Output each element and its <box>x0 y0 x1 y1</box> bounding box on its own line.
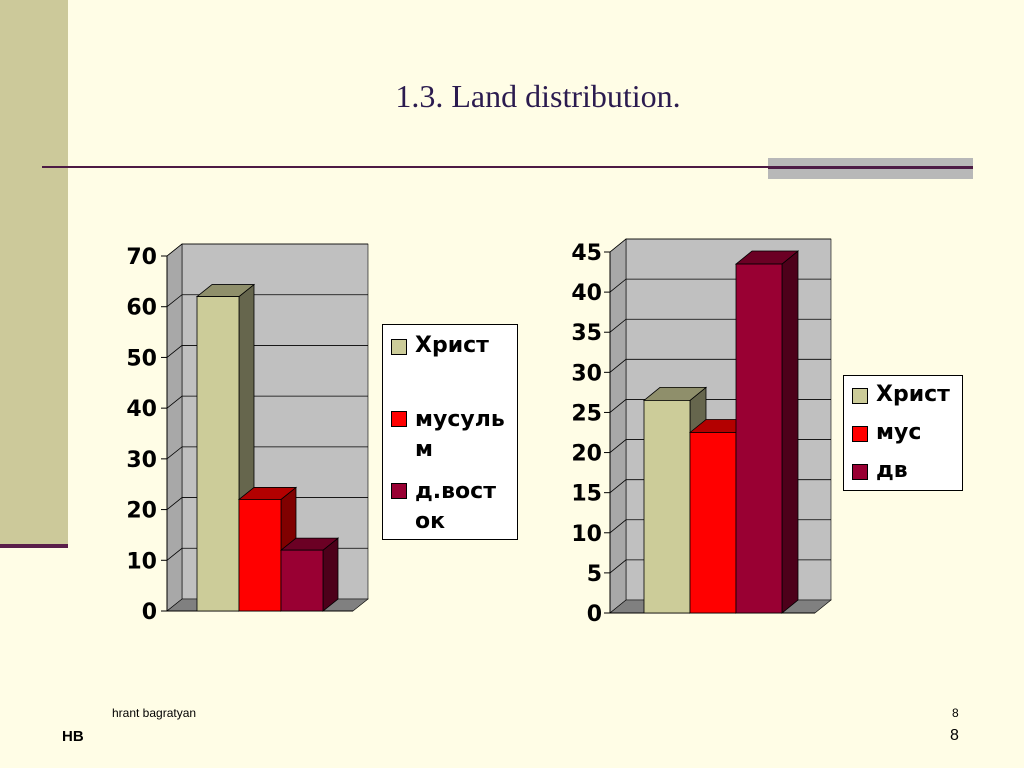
bar-2 <box>689 432 737 614</box>
y-tick-label: 70 <box>126 245 157 270</box>
y-tick-label: 35 <box>571 321 602 346</box>
legend-label: Христ <box>415 333 489 358</box>
bar-side <box>322 537 339 612</box>
bar-3 <box>735 263 783 614</box>
footer-author: hrant bagratyan <box>112 706 197 720</box>
left-band-underline <box>0 544 68 548</box>
legend-item: д.вост ок <box>391 477 515 537</box>
footer-page-number: 8 <box>950 727 959 744</box>
y-tick-label: 50 <box>126 346 157 371</box>
legend-item: мусуль м <box>391 405 515 465</box>
chart-side-wall <box>609 238 627 614</box>
y-tick-label: 10 <box>126 549 157 574</box>
y-tick-label: 20 <box>126 499 157 524</box>
bar-3 <box>280 549 324 612</box>
chart-gridline <box>166 345 368 358</box>
bar-1 <box>643 400 691 614</box>
chart-gridline <box>166 243 368 257</box>
y-tick-label: 0 <box>587 602 602 627</box>
legend-label: д.вост ок <box>415 479 496 534</box>
y-tick-label: 20 <box>571 442 602 467</box>
chart-1-legend: Христ мусуль м д.вост ок <box>382 324 518 540</box>
y-tick-label: 40 <box>126 397 157 422</box>
y-tick-label: 5 <box>587 562 602 587</box>
chart-gridline <box>166 395 368 409</box>
legend-item: Христ <box>391 333 515 358</box>
chart-gridline <box>609 238 831 253</box>
chart-gridline <box>166 294 368 308</box>
bar-2 <box>238 499 282 612</box>
legend-label: мусуль м <box>415 407 505 462</box>
legend-swatch <box>391 339 407 355</box>
legend-swatch <box>852 388 868 404</box>
bar-side <box>781 250 799 614</box>
legend-item: дв <box>852 458 908 483</box>
title-rule <box>42 166 972 168</box>
legend-swatch <box>852 426 868 442</box>
legend-label: мус <box>876 420 922 445</box>
footer-page-number-small: 8 <box>952 706 959 720</box>
y-tick-label: 45 <box>571 241 602 266</box>
legend-swatch <box>852 464 868 480</box>
legend-label: Христ <box>876 382 950 407</box>
legend-swatch <box>391 411 407 427</box>
legend-label: дв <box>876 458 908 483</box>
y-tick-label: 15 <box>571 482 602 507</box>
left-decorative-band <box>0 0 68 546</box>
bar-1 <box>196 296 240 612</box>
slide-title: 1.3. Land distribution. <box>395 78 681 114</box>
chart-2-legend: Христ мус дв <box>843 375 963 491</box>
legend-item: Христ <box>852 382 950 407</box>
footer-initials: HB <box>62 728 84 745</box>
y-tick-label: 10 <box>571 522 602 547</box>
y-tick-label: 25 <box>571 401 602 426</box>
title-rule-block-line <box>768 166 973 169</box>
y-tick-label: 30 <box>126 448 157 473</box>
y-tick-label: 40 <box>571 281 602 306</box>
chart-gridline <box>166 446 368 460</box>
chart-gridline <box>166 497 368 510</box>
y-tick-label: 60 <box>126 296 157 321</box>
y-tick-label: 0 <box>142 600 157 625</box>
chart-side-wall <box>166 243 183 612</box>
y-tick-label: 30 <box>571 361 602 386</box>
legend-swatch <box>391 483 407 499</box>
legend-item: мус <box>852 420 921 445</box>
